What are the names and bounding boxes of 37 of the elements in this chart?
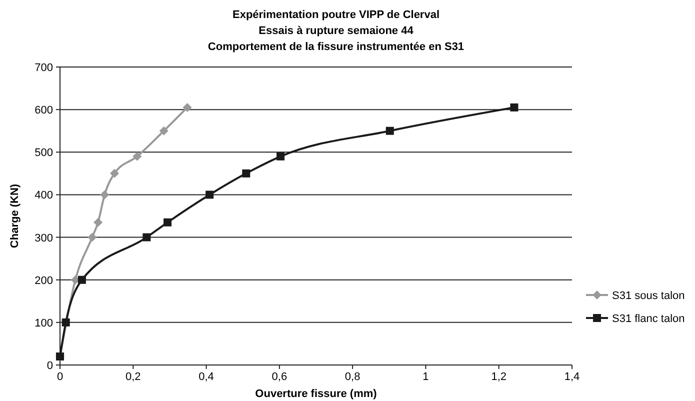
point: [182, 102, 192, 112]
x-tick-label: 0: [56, 371, 64, 383]
y-tick-label: 200: [34, 274, 53, 287]
x-tick-label: 0,4: [198, 371, 214, 383]
y-tick-label: 600: [34, 104, 53, 117]
y-tick-label: 0: [46, 360, 53, 372]
point: [100, 190, 110, 200]
point: [164, 218, 172, 226]
point: [78, 276, 86, 284]
point: [276, 152, 285, 160]
point: [386, 126, 394, 135]
x-tick-label: 1,2: [491, 371, 507, 383]
y-axis-title: Charge (KN): [9, 184, 21, 248]
point: [159, 126, 168, 136]
y-tick-label: 100: [34, 317, 53, 330]
x-axis-title: Ouverture fissure (mm): [255, 388, 378, 400]
point: [510, 103, 518, 112]
legend-label: S31 flanc talon: [612, 313, 685, 325]
y-tick-label: 300: [34, 232, 53, 244]
y-tick-label: 400: [34, 190, 53, 202]
x-tick-label: 1,4: [564, 371, 580, 383]
legend-label: S31 sous talon: [612, 290, 685, 302]
y-tick-label: 500: [34, 147, 53, 160]
point: [132, 152, 142, 161]
point: [142, 233, 151, 242]
x-tick-label: 0,8: [344, 371, 360, 383]
point: [206, 190, 214, 199]
chart-title: Expérimentation poutre VIPP de Clerval Essais à rupture semaione 44 Comportement de la fissure instrumentée en S31: [208, 9, 464, 53]
x-tick-label: 0,2: [125, 371, 141, 383]
point: [110, 168, 119, 178]
point: [62, 318, 70, 326]
point: [94, 218, 103, 227]
point: [88, 232, 97, 242]
y-tick-label: 700: [34, 62, 53, 74]
x-tick-label: 0,6: [272, 371, 288, 383]
x-tick-label: 1: [422, 371, 429, 383]
point: [242, 169, 250, 178]
